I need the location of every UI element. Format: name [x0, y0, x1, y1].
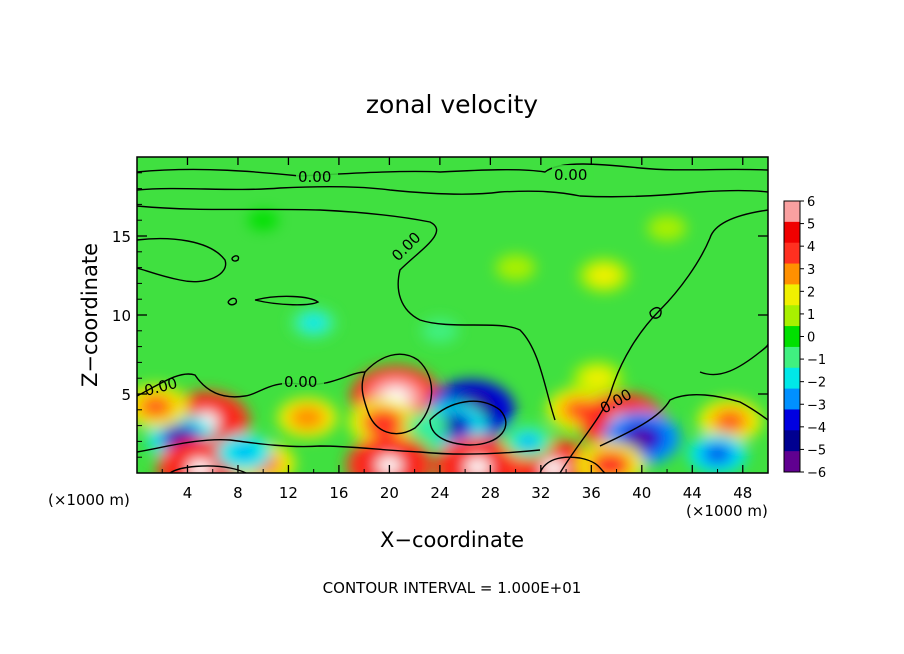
contour-line [231, 255, 240, 262]
colorbar-label: 6 [807, 195, 815, 210]
velocity-cell [576, 441, 645, 473]
contour-line [137, 163, 768, 177]
x-tick-label: 16 [329, 484, 348, 502]
chart-title: zonal velocity [366, 90, 538, 119]
x-axis-label: X−coordinate [380, 528, 524, 552]
colorbar-swatch [784, 284, 800, 306]
colorbar-swatch [784, 221, 800, 244]
velocity-cell [502, 424, 554, 459]
colorbar-swatch [784, 201, 800, 223]
velocity-cell [572, 361, 623, 396]
colorbar-swatch [784, 451, 800, 473]
contour-line [429, 400, 507, 446]
y-tick-label: 15 [112, 228, 131, 246]
colorbar-swatch [784, 430, 800, 452]
velocity-cell [137, 384, 188, 429]
x-tick-label: 20 [380, 484, 399, 502]
velocity-cell [495, 254, 536, 281]
colorbar-swatch [784, 242, 800, 265]
y-tick-label: 10 [112, 307, 131, 325]
contour-line [137, 186, 768, 198]
contour-line [137, 371, 366, 398]
velocity-cell [647, 215, 687, 241]
colorbar-label: 5 [807, 218, 815, 233]
contour-label: 0.00 [284, 373, 317, 391]
colorbar-label: 2 [807, 285, 815, 300]
contour-line [699, 343, 768, 376]
colorbar-label: −5 [807, 443, 826, 458]
colorbar-swatch [784, 367, 800, 390]
x-tick-label: 48 [733, 484, 752, 502]
colorbar-label: −6 [807, 466, 826, 481]
contour-line [361, 353, 433, 435]
x-unit-label-left: (×1000 m) [48, 491, 130, 509]
contour-line [539, 456, 606, 473]
velocity-field [137, 210, 763, 473]
colorbar-label: −1 [807, 353, 826, 368]
contour-line [599, 394, 768, 447]
y-axis-label: Z−coordinate [78, 243, 102, 387]
y-axis-ticks: 5 10 15 [112, 172, 768, 458]
plot-area [137, 157, 768, 473]
colorbar-label: −2 [807, 376, 826, 391]
contour-line [137, 205, 556, 421]
velocity-cell [277, 397, 338, 438]
velocity-cell [290, 307, 337, 339]
velocity-cell [406, 411, 449, 440]
velocity-cell [346, 435, 433, 473]
x-unit-label-right: (×1000 m) [686, 502, 768, 520]
contour-labels: 0.00 0.00 0.00 0.00 0.00 0.00 [142, 165, 635, 417]
velocity-cell [434, 436, 521, 473]
y-tick-label: 5 [121, 386, 131, 404]
contour-line [169, 465, 247, 473]
colorbar-label: 0 [807, 331, 815, 346]
x-tick-label: 36 [582, 484, 601, 502]
zero-contours [137, 163, 768, 473]
colorbar-swatch [784, 326, 800, 348]
colorbar-swatch [784, 263, 800, 285]
velocity-cell [698, 399, 763, 443]
velocity-cell [578, 258, 630, 293]
contour-line [254, 295, 320, 306]
contour-label: 0.00 [554, 166, 587, 184]
x-tick-label: 12 [279, 484, 298, 502]
x-tick-label: 24 [430, 484, 449, 502]
velocity-cell [687, 433, 748, 473]
x-tick-label: 32 [531, 484, 550, 502]
contour-line [137, 237, 227, 283]
colorbar-label: 1 [807, 308, 815, 323]
colorbar-label: −3 [807, 398, 826, 413]
contour-label: 0.00 [298, 168, 331, 186]
colorbar-swatch [784, 346, 800, 369]
colorbar-swatch [784, 388, 800, 410]
contour-line [649, 306, 662, 319]
colorbar: 6 5 4 3 2 1 0 −1 −2 −3 −4 −5 −6 [783, 195, 826, 481]
colorbar-label: −4 [807, 421, 826, 436]
contour-line [559, 209, 768, 473]
x-tick-label: 8 [233, 484, 243, 502]
x-tick-label: 44 [683, 484, 702, 502]
x-tick-label: 28 [481, 484, 500, 502]
x-axis-ticks: 4 8 12 16 20 24 28 32 36 40 44 48 [161, 157, 752, 502]
colorbar-label: 4 [807, 240, 815, 255]
x-tick-label: 4 [183, 484, 193, 502]
colorbar-swatch [784, 305, 800, 327]
contour-interval-note: CONTOUR INTERVAL = 1.000E+01 [323, 579, 582, 597]
colorbar-swatch [784, 409, 800, 431]
contour-line [227, 297, 238, 306]
velocity-cell [247, 210, 279, 231]
contour-line [137, 438, 541, 455]
colorbar-label: 3 [807, 263, 815, 278]
x-tick-label: 40 [632, 484, 651, 502]
